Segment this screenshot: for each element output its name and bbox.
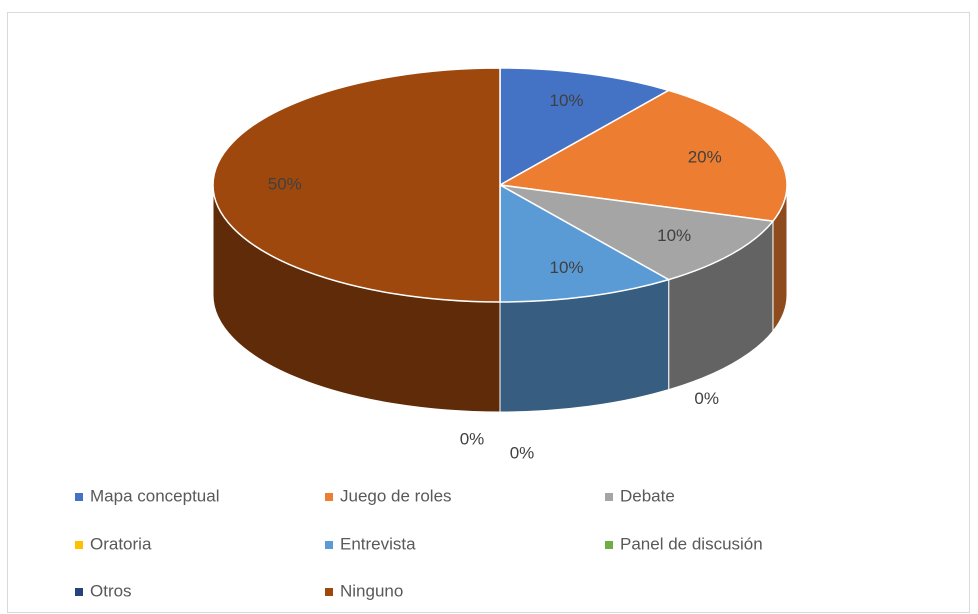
pie-slice bbox=[212, 67, 501, 303]
data-label: 10% bbox=[657, 226, 691, 245]
legend-label: Otros bbox=[90, 581, 132, 600]
legend-label: Panel de discusión bbox=[620, 534, 763, 553]
data-label: 0% bbox=[460, 429, 485, 448]
data-label: 10% bbox=[550, 258, 584, 277]
data-label: 0% bbox=[694, 389, 719, 408]
legend-swatch bbox=[75, 541, 83, 549]
legend-swatch bbox=[325, 588, 333, 596]
legend-swatch bbox=[75, 493, 83, 501]
legend-label: Mapa conceptual bbox=[90, 486, 219, 505]
pie-slice bbox=[499, 183, 671, 303]
legend-label: Debate bbox=[620, 486, 675, 505]
legend-label: Ninguno bbox=[340, 581, 403, 600]
legend-label: Entrevista bbox=[340, 534, 416, 553]
pie-slice bbox=[499, 67, 671, 187]
data-label: 0% bbox=[510, 443, 535, 462]
pie-slice bbox=[497, 89, 788, 222]
legend-label: Juego de roles bbox=[340, 486, 452, 505]
data-label: 50% bbox=[268, 174, 302, 193]
legend-swatch bbox=[605, 493, 613, 501]
legend-swatch bbox=[325, 541, 333, 549]
legend-label: Oratoria bbox=[90, 534, 152, 553]
data-label: 20% bbox=[688, 147, 722, 166]
legend-swatch bbox=[75, 588, 83, 596]
legend-swatch bbox=[605, 541, 613, 549]
legend-swatch bbox=[325, 493, 333, 501]
pie-slice bbox=[499, 184, 775, 281]
data-label: 10% bbox=[550, 91, 584, 110]
